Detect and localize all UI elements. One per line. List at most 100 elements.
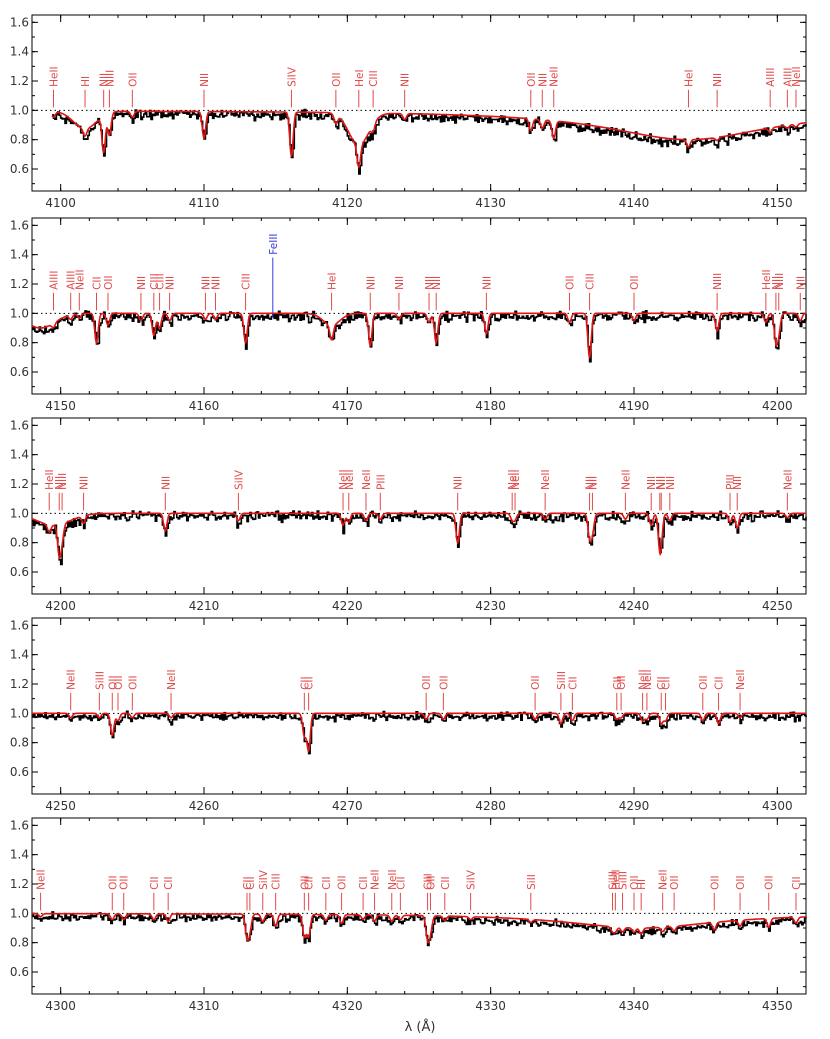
line-id-label: NII — [712, 73, 724, 87]
line-id-label: NII — [587, 476, 599, 490]
line-id-label: NeII — [638, 669, 650, 690]
line-id-label: NeII — [620, 469, 632, 490]
line-id-label: SiII — [526, 874, 538, 890]
line-id-label: SiIII — [556, 671, 568, 690]
x-tick-label: 4220 — [332, 599, 363, 613]
line-id-label: HeII — [44, 469, 56, 490]
line-id-label: CII — [304, 876, 316, 890]
line-id-label: NII — [537, 73, 549, 87]
line-id-label: NII — [795, 276, 807, 290]
y-tick-label: 0.6 — [10, 965, 29, 979]
y-tick-label: 0.6 — [10, 365, 29, 379]
y-tick-label: 0.8 — [10, 133, 29, 147]
line-id-label: HeI — [684, 69, 696, 86]
plot-frame — [31, 617, 807, 795]
y-tick-label: 1.0 — [10, 706, 29, 720]
y-tick-label: 1.2 — [10, 877, 29, 891]
line-id-label: NeII — [782, 469, 794, 490]
line-id-label: OII — [698, 675, 710, 689]
line-id-label: OII — [764, 875, 776, 889]
model-spectrum — [51, 110, 807, 169]
line-id-label: OII — [709, 875, 721, 889]
line-id-label: CII — [358, 876, 370, 890]
y-tick-label: 0.6 — [10, 162, 29, 176]
line-id-label: NeII — [370, 869, 382, 890]
panels: 0.6 0.8 1.0 1.2 1.4 1.6 4100 4110 4120 4130 4140 41… — [10, 14, 807, 1013]
y-tick-label: 1.4 — [10, 45, 29, 59]
x-tick-label: 4250 — [45, 799, 76, 813]
x-tick-label: 4170 — [332, 399, 363, 413]
line-id-label: OII — [426, 875, 438, 889]
line-id-label: NII — [54, 476, 66, 490]
x-tick-label: 4340 — [619, 999, 650, 1013]
line-id-label: NII — [165, 276, 177, 290]
line-id-label: SiIV — [466, 869, 478, 890]
line-id-label: OII — [629, 875, 641, 889]
x-tick-label: 4300 — [45, 999, 76, 1013]
line-id-label: CII — [92, 276, 104, 290]
line-id-label: NIII — [57, 473, 69, 490]
line-id-label: NII — [99, 73, 111, 87]
line-id-label: CIII — [368, 70, 380, 87]
y-tick-label: 1.0 — [10, 306, 29, 320]
line-id-label: CII — [567, 676, 579, 690]
model-spectrum — [31, 512, 806, 560]
x-tick-label: 4290 — [619, 799, 650, 813]
line-id-label: OII — [331, 72, 343, 86]
observed-spectrum — [32, 911, 807, 947]
line-id-label: NIII — [774, 273, 786, 290]
line-id-label: NII — [199, 73, 211, 87]
line-id-label: HI — [80, 76, 92, 87]
line-id-label: NeII — [66, 669, 78, 690]
line-id-label: NII — [431, 276, 443, 290]
line-id-label: AlIII — [782, 68, 794, 87]
line-id-label: NII — [211, 276, 223, 290]
line-id-label: SiIV — [258, 869, 270, 890]
y-tick-label: 0.6 — [10, 765, 29, 779]
x-tick-label: 4320 — [332, 999, 363, 1013]
line-id-label: NII — [665, 476, 677, 490]
line-id-label: NII — [200, 276, 212, 290]
panel-5: 0.6 0.8 1.0 1.2 1.4 1.6 4300 4310 4320 4330 4340 43… — [10, 817, 807, 1013]
line-id-label: PIII — [725, 474, 737, 490]
line-id-label: CII — [242, 876, 254, 890]
line-id-label: HeII — [610, 869, 622, 890]
line-id-label: SiIII — [608, 871, 620, 890]
y-tick-label: 0.6 — [10, 565, 29, 579]
line-id-label: NIII — [712, 273, 724, 290]
line-id-label: CII — [395, 876, 407, 890]
line-id-label: NeII — [791, 66, 803, 87]
line-id-label: SiIII — [94, 671, 106, 690]
line-id-label: NII — [400, 73, 412, 87]
line-id-label: OII — [337, 875, 349, 889]
model-spectrum — [32, 712, 806, 754]
line-id-label-feiii: FeIII — [268, 233, 280, 254]
model-spectrum — [32, 912, 806, 944]
line-id-label: NII — [365, 276, 377, 290]
y-tick-label: 1.4 — [10, 648, 29, 662]
line-id-label: NII — [732, 476, 744, 490]
plot-frame — [31, 217, 807, 395]
line-id-label: OII — [565, 275, 577, 289]
line-id-label: CII — [299, 676, 311, 690]
line-id-label: CIII — [241, 273, 253, 290]
line-id-label: CIII — [585, 273, 597, 290]
line-id-label: OII — [103, 275, 115, 289]
x-tick-label: 4130 — [475, 196, 506, 210]
x-tick-label: 4200 — [762, 399, 793, 413]
y-tick-label: 1.6 — [10, 218, 29, 232]
x-tick-label: 4230 — [475, 599, 506, 613]
panel-3: 0.6 0.8 1.0 1.2 1.4 1.6 4200 4210 4220 4230 4240 42… — [10, 417, 807, 613]
x-tick-label: 4200 — [45, 599, 76, 613]
line-id-label: NII — [79, 476, 91, 490]
line-id-label: NII — [656, 476, 668, 490]
line-id-label: HeI — [327, 272, 339, 289]
line-id-label: OII — [735, 875, 747, 889]
y-tick-label: 1.2 — [10, 277, 29, 291]
line-id-label: AlIII — [765, 68, 777, 87]
line-id-label: NII — [646, 476, 658, 490]
line-id-label: HeI — [354, 69, 366, 86]
x-tick-label: 4100 — [45, 196, 76, 210]
line-id-label: OII — [119, 875, 131, 889]
observed-spectrum — [32, 310, 807, 363]
